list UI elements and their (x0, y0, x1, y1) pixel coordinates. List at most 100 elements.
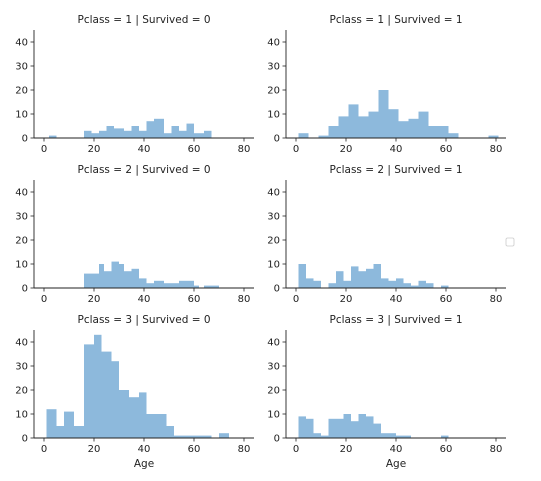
y-tick-label: 40 (267, 38, 280, 49)
histogram-bar (166, 426, 174, 438)
histogram-bar (388, 280, 396, 288)
histogram-bar (84, 130, 92, 138)
facet-panel-2: Pclass = 2 | Survived = 0 0 10 20 30 40 0 20 40 6… (15, 164, 254, 305)
histogram-bar (194, 435, 202, 438)
x-tick-label: 80 (490, 144, 503, 155)
facet-title: Pclass = 1 | Survived = 0 (77, 14, 210, 26)
y-tick-label: 20 (15, 236, 28, 247)
histogram-bar (358, 414, 366, 438)
x-tick-label: 80 (490, 294, 503, 305)
x-tick-label: 20 (340, 444, 353, 455)
facet-panel-3: Pclass = 2 | Survived = 1 0 10 20 30 40 0 20 40 6… (267, 164, 506, 305)
y-tick-label: 30 (267, 212, 280, 223)
x-tick-label: 40 (390, 144, 403, 155)
histogram-bar (84, 344, 94, 438)
histogram-bar (139, 130, 147, 138)
histogram-bar (418, 280, 426, 288)
y-tick-label: 10 (15, 260, 28, 271)
y-tick-label: 40 (15, 338, 28, 349)
x-tick-label: 40 (390, 444, 403, 455)
y-tick-label: 20 (267, 236, 280, 247)
y-tick-label: 30 (267, 62, 280, 73)
histogram-bar (146, 283, 154, 288)
legend-box (505, 237, 515, 247)
y-tick-label: 10 (15, 110, 28, 121)
facet-title: Pclass = 1 | Survived = 1 (329, 14, 462, 26)
histogram-bar (438, 126, 449, 138)
histogram-bar (366, 268, 374, 288)
y-tick-label: 30 (15, 212, 28, 223)
histogram-bar (403, 283, 411, 288)
histogram-bar (74, 426, 84, 438)
histogram-bar (111, 361, 119, 438)
histogram-bar (154, 280, 164, 288)
x-tick-label: 60 (188, 144, 201, 155)
y-tick-label: 30 (15, 362, 28, 373)
histogram-bar (46, 409, 57, 438)
y-tick-label: 10 (267, 260, 280, 271)
x-axis-label: Age (134, 458, 154, 470)
y-tick-label: 0 (274, 134, 280, 145)
facet-title: Pclass = 2 | Survived = 1 (329, 164, 462, 176)
histogram-bar (119, 390, 129, 438)
facet-title: Pclass = 2 | Survived = 0 (77, 164, 210, 176)
histogram-bar (186, 280, 194, 288)
histogram-bar (348, 104, 359, 138)
histogram-bar (366, 416, 374, 438)
histogram-bar (174, 435, 184, 438)
y-tick-label: 20 (15, 386, 28, 397)
y-tick-label: 20 (15, 86, 28, 97)
x-tick-label: 0 (293, 294, 299, 305)
facet-title: Pclass = 3 | Survived = 0 (77, 314, 210, 326)
histogram-bar (328, 283, 336, 288)
x-tick-label: 40 (138, 444, 151, 455)
histogram-bar (124, 271, 132, 288)
histogram-bar (129, 397, 139, 438)
facet-title: Pclass = 3 | Survived = 1 (329, 314, 462, 326)
facet-panel-4: Pclass = 3 | Survived = 0 0 10 20 30 40 0 20 40 6… (15, 314, 254, 470)
x-tick-label: 0 (41, 144, 47, 155)
histogram-bar (111, 261, 119, 288)
histogram-bar (154, 118, 164, 138)
y-tick-label: 20 (267, 386, 280, 397)
y-tick-label: 10 (15, 410, 28, 421)
histogram-bar (426, 283, 434, 288)
histogram-bar (179, 280, 187, 288)
histogram-bar (146, 121, 154, 138)
histogram-bar (164, 283, 172, 288)
y-tick-label: 10 (267, 410, 280, 421)
histogram-bar (368, 111, 379, 138)
histogram-bar (201, 435, 212, 438)
y-tick-label: 30 (15, 62, 28, 73)
facet-panel-1: Pclass = 1 | Survived = 1 0 10 20 30 40 0 20 40 6… (267, 14, 506, 155)
y-tick-label: 40 (15, 38, 28, 49)
histogram-bar (336, 271, 344, 288)
histogram-bar (139, 278, 147, 288)
histogram-bar (94, 334, 102, 438)
y-tick-label: 0 (22, 134, 28, 145)
histogram-bar (114, 128, 124, 138)
histogram-bar (194, 133, 204, 138)
histogram-bar (211, 285, 219, 288)
histogram-bar (488, 135, 499, 138)
x-tick-label: 20 (340, 294, 353, 305)
x-tick-label: 20 (340, 144, 353, 155)
histogram-bar (306, 418, 314, 438)
histogram-bar (396, 435, 404, 438)
histogram-bar (186, 123, 194, 138)
histogram-bar (49, 135, 57, 138)
histogram-bar (298, 264, 306, 288)
histogram-bar (298, 133, 309, 138)
histogram-bar (411, 285, 419, 288)
histogram-bar (99, 130, 107, 138)
histogram-bar (184, 435, 194, 438)
histogram-bar (298, 416, 306, 438)
x-tick-label: 40 (138, 144, 151, 155)
histogram-bar (91, 273, 99, 288)
histogram-bar (321, 435, 329, 438)
histogram-bar (131, 268, 139, 288)
histogram-bar (403, 435, 411, 438)
histogram-bar (171, 283, 179, 288)
x-tick-label: 80 (490, 444, 503, 455)
